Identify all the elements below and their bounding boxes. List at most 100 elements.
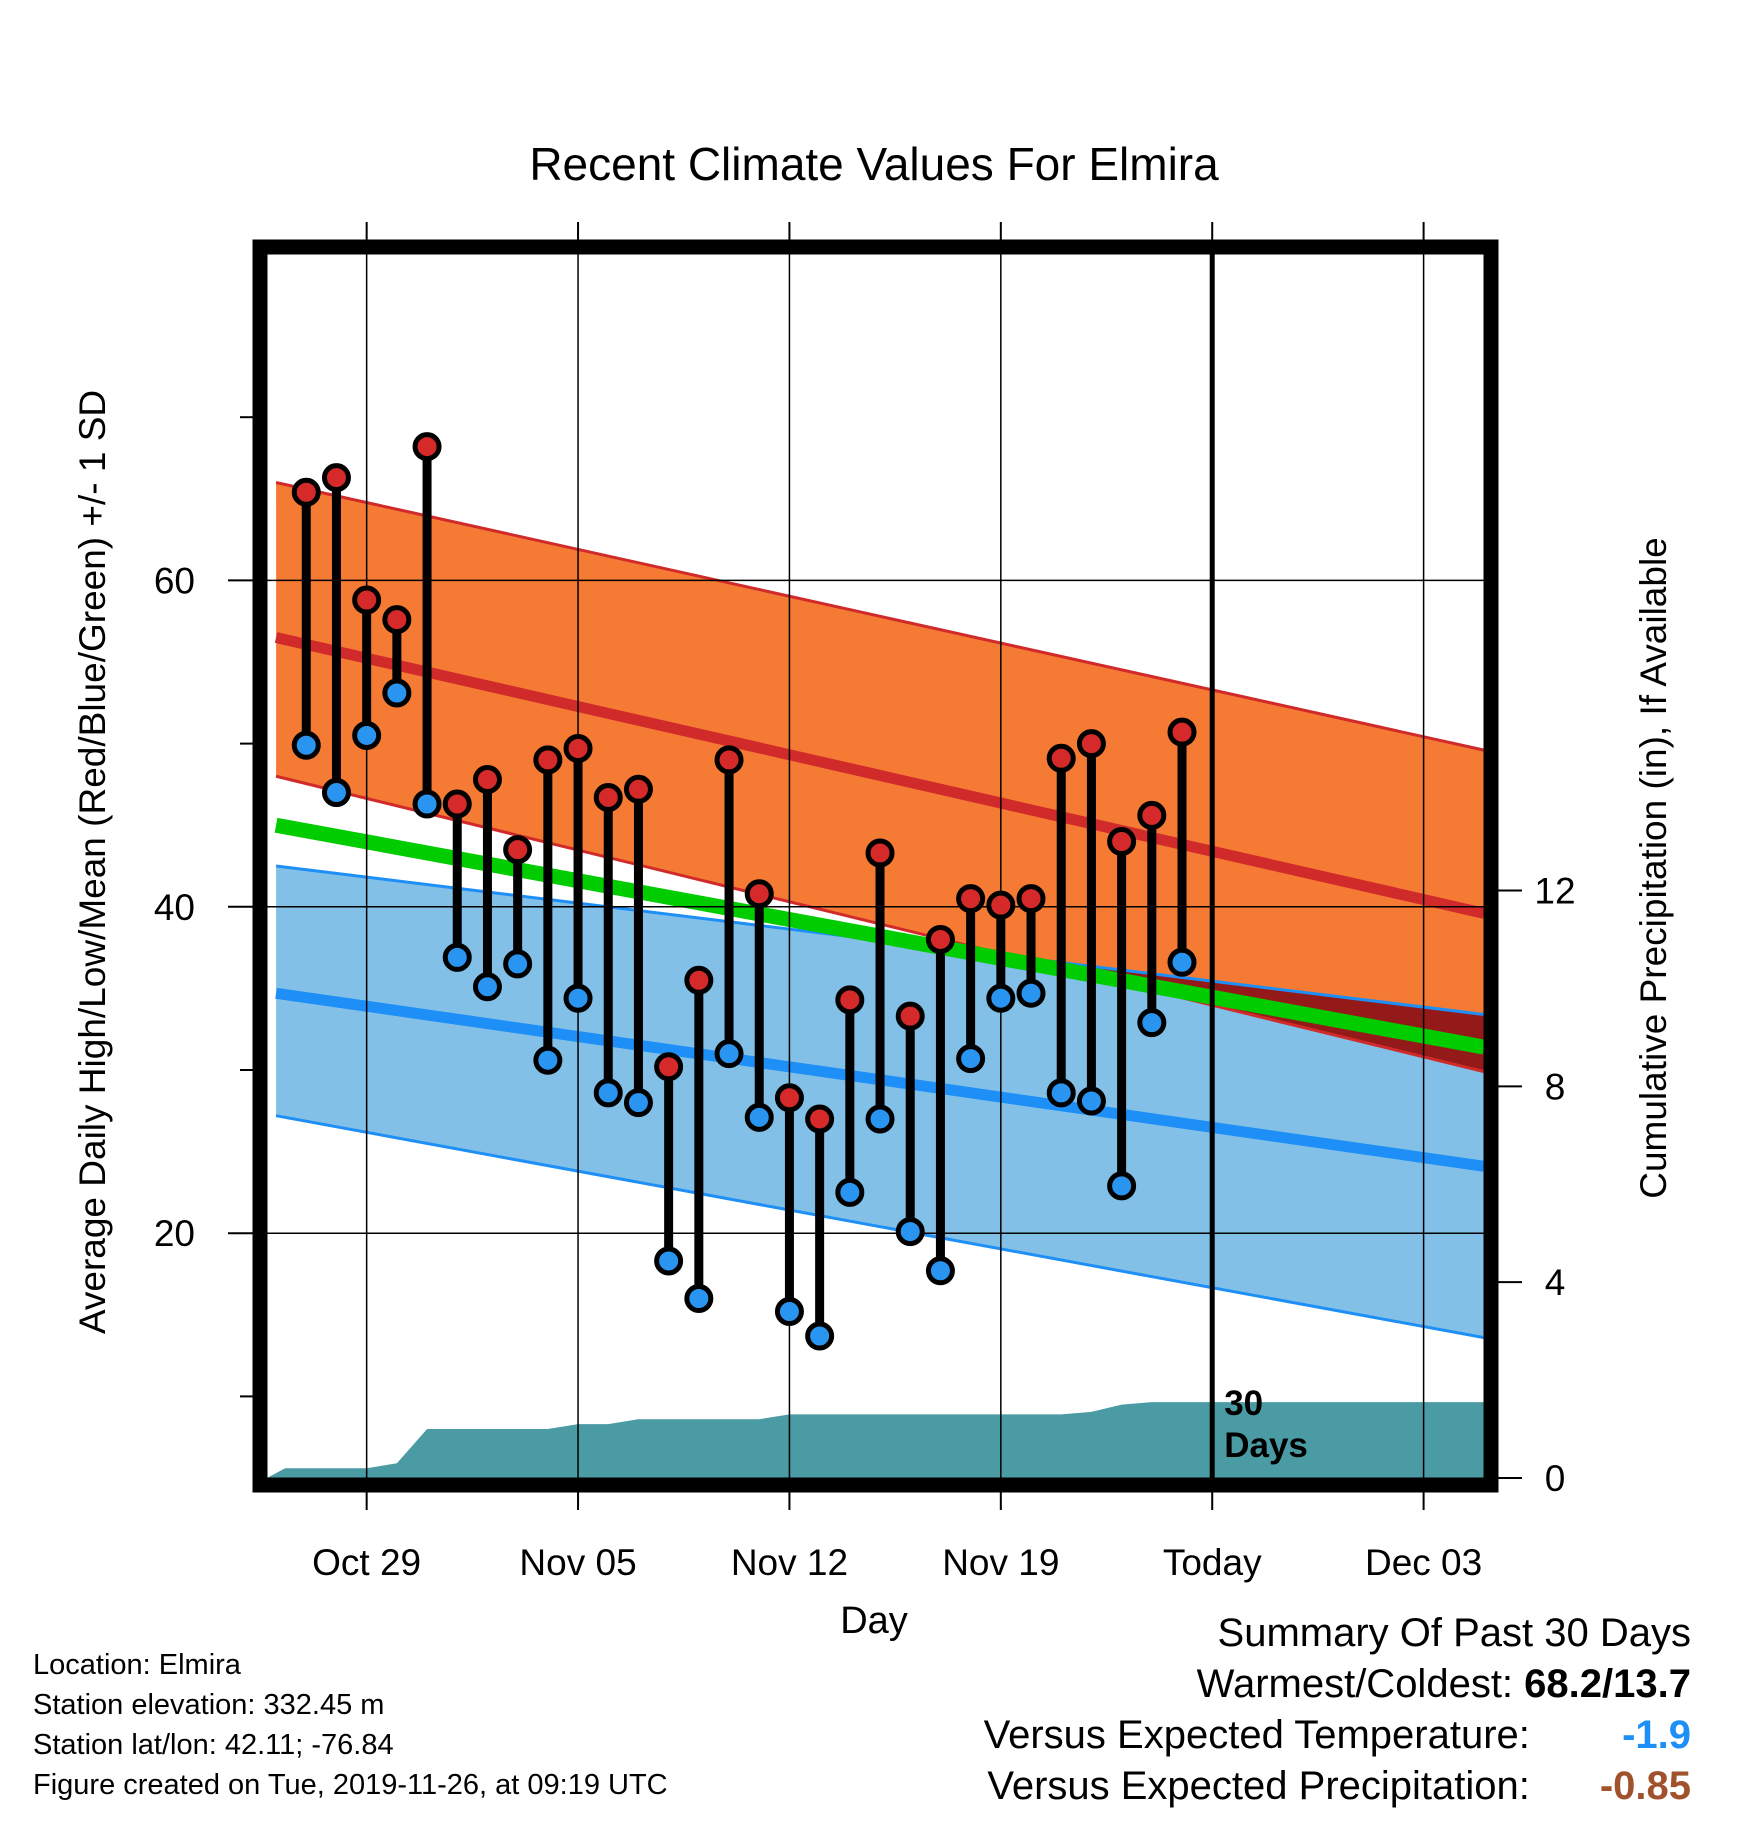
y-tick-label: 20 — [154, 1213, 195, 1254]
day-bar — [714, 745, 744, 1069]
day-bar — [412, 432, 442, 819]
precipitation-area — [267, 1402, 1484, 1478]
precipitation-fill — [267, 1402, 1484, 1478]
day-bar — [563, 733, 593, 1013]
low-point — [744, 1102, 774, 1132]
day-bar — [1046, 743, 1076, 1108]
low-point — [1076, 1086, 1106, 1116]
x-tick-label: Dec 03 — [1365, 1542, 1482, 1583]
high-point — [321, 463, 351, 493]
x-tick-label: Oct 29 — [312, 1542, 421, 1583]
normal-high-line — [274, 632, 1486, 919]
high-point — [1137, 800, 1167, 830]
low-point — [1046, 1078, 1076, 1108]
high-point — [1046, 743, 1076, 773]
high-point — [654, 1052, 684, 1082]
low-point — [1137, 1008, 1167, 1038]
summary-title: Summary Of Past 30 Days — [1217, 1611, 1691, 1655]
temp-label: Versus Expected Temperature: — [983, 1713, 1530, 1757]
y2-tick-label: 12 — [1534, 870, 1575, 911]
info-location: Location: Elmira — [33, 1649, 241, 1681]
day-bar — [623, 774, 653, 1118]
low-point — [684, 1283, 714, 1313]
high-point — [623, 774, 653, 804]
low-point — [593, 1078, 623, 1108]
high-point — [503, 835, 533, 865]
info-created: Figure created on Tue, 2019-11-26, at 09… — [33, 1769, 668, 1801]
day-bar — [1167, 717, 1197, 977]
x-axis-label: Day — [840, 1600, 908, 1642]
info-latlon: Station lat/lon: 42.11; -76.84 — [33, 1729, 394, 1761]
x-tick-label: Today — [1163, 1542, 1262, 1583]
high-point — [563, 733, 593, 763]
summary-precip: Versus Expected Precipitation: -0.85 — [984, 1761, 1691, 1812]
day-bar — [744, 879, 774, 1132]
low-point — [412, 789, 442, 819]
day-bar — [472, 765, 502, 1002]
precip-label: Versus Expected Precipitation: — [987, 1764, 1530, 1808]
low-point — [442, 942, 472, 972]
day-bar — [895, 1001, 925, 1247]
low-point — [382, 678, 412, 708]
plot-frame — [252, 239, 1499, 1493]
high-point — [412, 432, 442, 462]
day-bar — [956, 884, 986, 1074]
low-point — [865, 1104, 895, 1134]
low-point — [533, 1045, 563, 1075]
high-point — [442, 789, 472, 819]
x-tick-label: Nov 05 — [519, 1542, 636, 1583]
high-point — [1016, 884, 1046, 914]
high-point — [1076, 729, 1106, 759]
daily-range-bars — [291, 432, 1197, 1351]
day-bar — [925, 924, 955, 1286]
day-bar — [986, 890, 1016, 1013]
low-point — [291, 730, 321, 760]
day-bar — [684, 965, 714, 1313]
warm-cold-value: 68.2/13.7 — [1524, 1662, 1691, 1706]
day-bar — [835, 985, 865, 1207]
low-point — [986, 983, 1016, 1013]
day-bar — [865, 838, 895, 1134]
high-point — [835, 985, 865, 1015]
day-bar — [1137, 800, 1167, 1038]
y2-tick-label: 0 — [1545, 1458, 1566, 1499]
high-point — [805, 1104, 835, 1134]
low-lower-line — [275, 1114, 1485, 1340]
high-upper-line — [275, 481, 1485, 752]
y2-tick-label: 4 — [1545, 1262, 1566, 1303]
low-point — [956, 1044, 986, 1074]
today-window-label: 30 Days — [1224, 1384, 1308, 1465]
low-point — [835, 1177, 865, 1207]
high-point — [956, 884, 986, 914]
day-bar — [533, 745, 563, 1075]
y2-tick-label: 8 — [1545, 1066, 1566, 1107]
low-point — [1107, 1171, 1137, 1201]
day-bar — [1107, 827, 1137, 1201]
day-bar — [654, 1052, 684, 1276]
axes: Oct 29 Nov 05 Nov 12 Nov 19 Today Dec 0320406… — [154, 222, 1576, 1583]
summary-warm-cold: Warmest/Coldest: 68.2/13.7 — [984, 1659, 1691, 1710]
low-point — [321, 778, 351, 808]
low-point — [563, 983, 593, 1013]
chart-title: Recent Climate Values For Elmira — [529, 138, 1219, 190]
high-point — [593, 782, 623, 812]
day-bar — [593, 782, 623, 1108]
low-point — [623, 1088, 653, 1118]
high-point — [986, 890, 1016, 920]
y-tick-label: 40 — [154, 887, 195, 928]
low-point — [774, 1297, 804, 1327]
day-bar — [805, 1104, 835, 1351]
temp-value: -1.9 — [1622, 1713, 1691, 1757]
day-bar — [442, 789, 472, 972]
low-point — [503, 949, 533, 979]
day-bar — [1016, 884, 1046, 1008]
low-point — [1167, 947, 1197, 977]
low-point — [805, 1321, 835, 1351]
high-point — [291, 477, 321, 507]
x-tick-label: Nov 12 — [731, 1542, 848, 1583]
low-point — [925, 1256, 955, 1286]
y2-axis-label: Cumulative Precipitation (in), If Availa… — [1633, 537, 1674, 1199]
day-bar — [382, 605, 412, 708]
day-bar — [774, 1083, 804, 1327]
high-point — [352, 585, 382, 615]
